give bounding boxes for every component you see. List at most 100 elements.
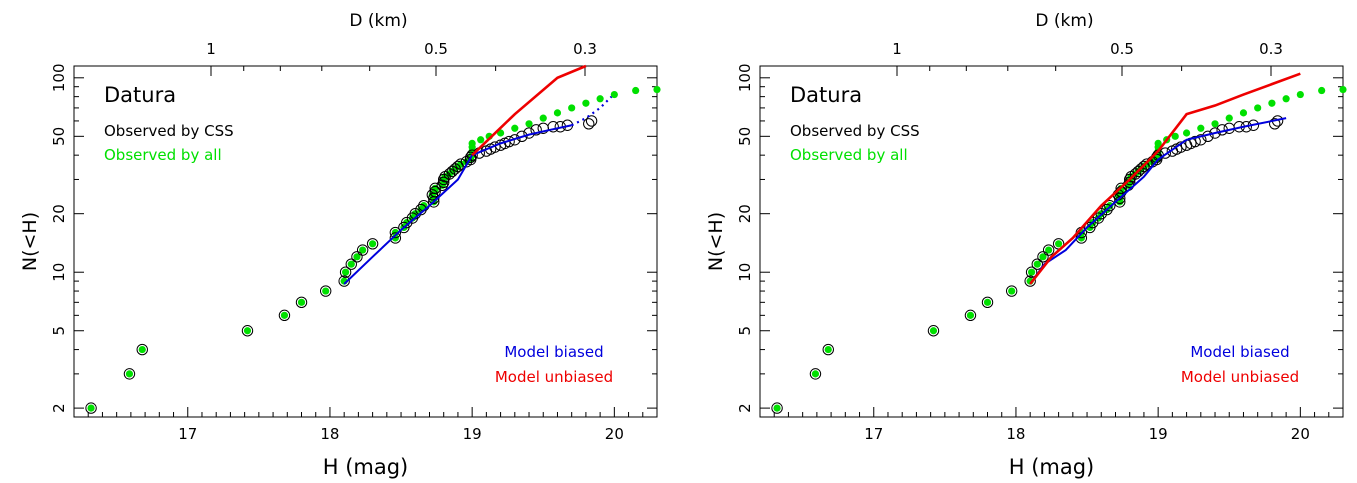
- panel-left-observed-css-point: [345, 258, 357, 270]
- panel-right-observed-all-point: [1039, 253, 1047, 261]
- panel-left-annotation-observed-css: Observed by CSS: [104, 122, 234, 140]
- panel-left-observed-all-point: [243, 327, 252, 335]
- panel-right-observed-all-point: [1008, 287, 1016, 295]
- panel-left-observed-css-point: [389, 226, 402, 239]
- panel-right-observed-css-point: [771, 402, 783, 414]
- panel-right-annotation-observed-all: Observed by all: [790, 146, 908, 164]
- panel-right-observed-css-point: [1024, 275, 1036, 287]
- panel-left-y-tick-label: 5: [50, 326, 68, 336]
- panel-right-x-tick-label: 20: [1291, 425, 1310, 443]
- panel-right-observed-all-point: [773, 404, 781, 412]
- panel-left-x-tick-label: 19: [463, 425, 482, 443]
- panel-left-observed-all-point: [539, 114, 547, 122]
- panel-right-observed-css-point: [1042, 244, 1055, 256]
- panel-left-y-tick-label: 10: [50, 263, 68, 282]
- panel-right-observed-css-point: [1101, 203, 1113, 216]
- panel-left-observed-all-point: [369, 240, 377, 248]
- panel-right-observed-css-point: [1104, 199, 1116, 212]
- panel-right-observed-all-point: [1033, 260, 1041, 268]
- panel-right-observed-all-point: [929, 327, 938, 335]
- panel-left-x-tick-label: 18: [320, 425, 339, 443]
- panel-left-observed-all-point: [477, 136, 485, 144]
- panel-left-annotation-observed-all: Observed by all: [104, 146, 222, 164]
- panel-left-observed-all-point: [322, 287, 330, 295]
- panel-left-observed-css-point: [366, 238, 379, 250]
- panel-left-y-tick-label: 2: [50, 403, 68, 413]
- panel-right-y-axis-title: N(<H): [705, 212, 727, 271]
- panel-left-observed-css-point: [429, 182, 441, 195]
- panel-left-observed-all-point: [511, 124, 519, 132]
- panel-right-annotation-name: Datura: [790, 83, 862, 107]
- panel-left-y-tick-label: 50: [50, 127, 68, 146]
- panel-left-model-unbiased-line: [471, 64, 587, 157]
- panel-right-x-tick-label: 18: [1006, 425, 1025, 443]
- panel-right-observed-all-point: [1197, 124, 1205, 132]
- panel-right-observed-all-point: [1211, 120, 1219, 128]
- panel-right-observed-css-point: [1095, 207, 1107, 220]
- panel-right-observed-css-point: [1031, 258, 1043, 270]
- panel-left-y-axis-title: N(<H): [19, 212, 41, 271]
- panel-right-observed-css-point: [1115, 182, 1127, 195]
- panel-right-observed-css-point: [1124, 176, 1136, 189]
- panel-left-observed-css-point: [136, 343, 148, 356]
- panel-left-annotation-name: Datura: [104, 83, 176, 107]
- panel-left-observed-css-point: [351, 251, 363, 263]
- panel-right-x-axis-title: H (mag): [1009, 455, 1095, 479]
- panel-right-x-tick-label: 19: [1149, 425, 1168, 443]
- panel-right-x-tick-label: 17: [864, 425, 883, 443]
- panel-right-y-tick-label: 2: [736, 403, 754, 413]
- panel-left-model-biased-line: [343, 124, 572, 285]
- panel-left-x-tick-label: 17: [178, 425, 197, 443]
- panel-right-observed-all-point: [1225, 114, 1233, 122]
- panel-left-observed-css-point: [583, 118, 595, 130]
- panel-left-observed-all-point: [347, 260, 355, 268]
- panel-left-observed-all-point: [568, 104, 576, 112]
- panel-left-observed-all-point: [280, 311, 289, 319]
- panel-right-y-tick-label: 100: [736, 63, 754, 92]
- panel-right-observed-all-point: [811, 370, 820, 378]
- panel-right-annotation-model-biased: Model biased: [1190, 343, 1289, 361]
- panel-right-observed-css-point: [1195, 134, 1207, 146]
- panel-left-observed-css-point: [123, 368, 136, 380]
- panel-left-observed-all-point: [632, 86, 640, 95]
- panel-left-model-biased-line-dotted: [571, 95, 613, 127]
- panel-right-top-tick-label: 0.3: [1259, 40, 1283, 58]
- panel-right-y-tick-label: 20: [736, 204, 754, 223]
- panel-left-observed-all-point: [468, 139, 476, 147]
- panel-right-observed-all-point: [1282, 95, 1290, 103]
- panel-right-observed-all-point: [1055, 240, 1063, 248]
- panel-right-observed-all-point: [824, 345, 832, 354]
- panel-right-y-tick-label: 50: [736, 127, 754, 146]
- panel-left-observed-all-point: [525, 120, 533, 128]
- panel-right-axes-frame: [759, 65, 1344, 418]
- panel-left-observed-all-point: [582, 99, 590, 107]
- panel-left-observed-all-point: [87, 404, 95, 412]
- panel-left-observed-css-point: [452, 160, 464, 173]
- panel-left-top-axis-title: D (km): [349, 11, 407, 31]
- panel-left-observed-css-point: [389, 232, 402, 244]
- panel-left-x-axis-title: H (mag): [323, 455, 409, 479]
- panel-left-observed-css-point: [516, 130, 528, 143]
- panel-right-observed-css-point: [981, 296, 994, 309]
- panel-left-observed-css-point: [547, 121, 559, 133]
- panel-right-observed-css-point: [1005, 285, 1018, 297]
- panel-left-top-tick-label: 0.3: [573, 40, 597, 58]
- panel-left-observed-css-point: [356, 244, 369, 256]
- panel-right-observed-all-point: [983, 298, 992, 306]
- panel-left-observed-css-point: [295, 296, 308, 309]
- panel-right-observed-all-point: [1171, 132, 1179, 140]
- panel-right-y-tick-label: 10: [736, 263, 754, 282]
- panel-left-annotation-model-unbiased: Model unbiased: [495, 368, 613, 386]
- panel-right-observed-all-point: [1339, 85, 1347, 94]
- panel-left-observed-all-point: [353, 253, 361, 261]
- panel-right-annotation-model-unbiased: Model unbiased: [1181, 368, 1299, 386]
- panel-right-observed-css-point: [1141, 158, 1153, 170]
- panel-right-observed-all-point: [1182, 129, 1191, 137]
- panel-left-observed-css-point: [429, 185, 441, 198]
- panel-right-observed-all-point: [1045, 246, 1053, 254]
- panel-right-observed-css-point: [927, 325, 940, 337]
- panel-left-observed-all-point: [553, 109, 562, 117]
- panel-left-observed-css-point: [339, 266, 352, 278]
- panel-right-observed-all-point: [1027, 268, 1036, 276]
